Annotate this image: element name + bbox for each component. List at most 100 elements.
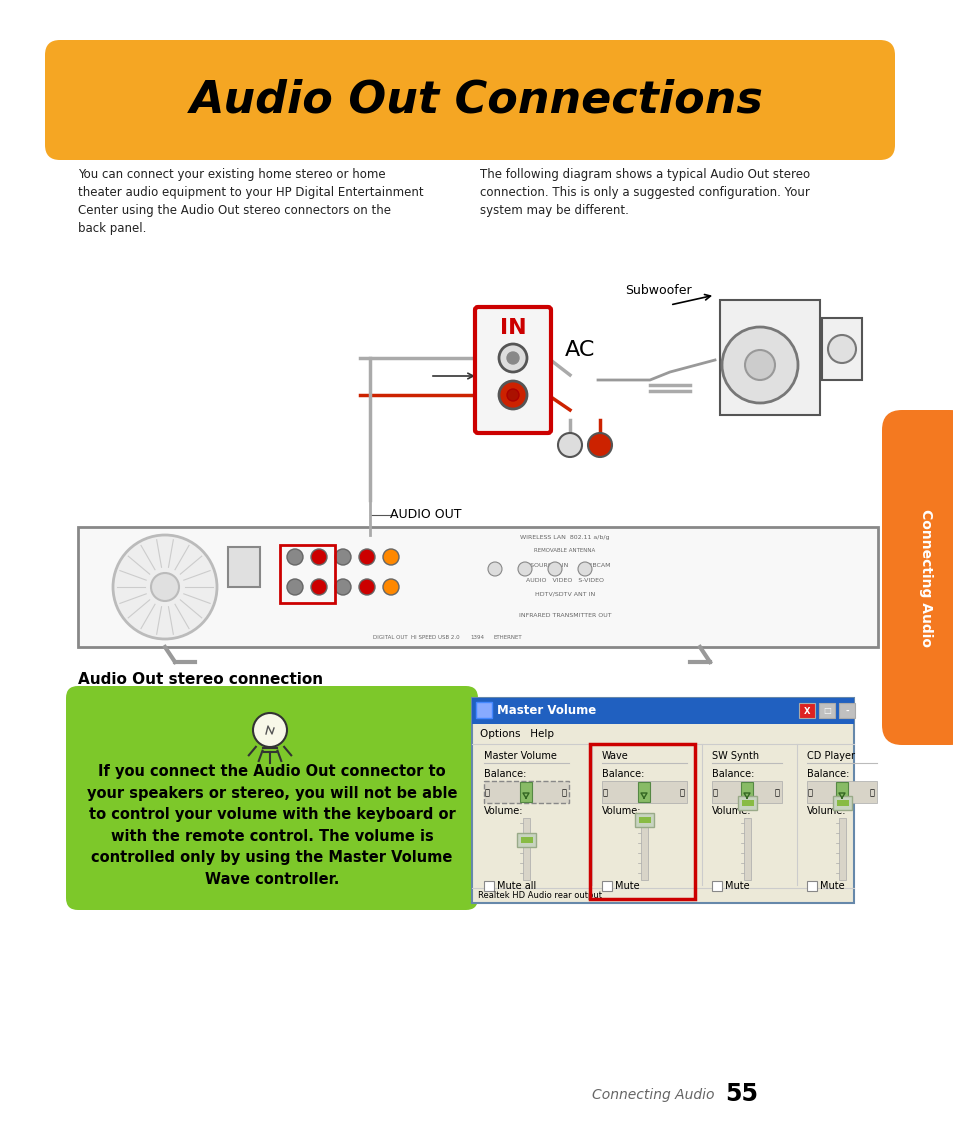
Circle shape [311, 549, 327, 565]
Circle shape [488, 562, 501, 576]
FancyBboxPatch shape [45, 40, 894, 159]
Text: The following diagram shows a typical Audio Out stereo
connection. This is only : The following diagram shows a typical Au… [479, 168, 809, 217]
Text: HI SPEED USB 2.0: HI SPEED USB 2.0 [410, 634, 458, 640]
Circle shape [498, 344, 526, 372]
Circle shape [382, 579, 398, 595]
Bar [517, 833, 536, 847]
Text: Mute: Mute [724, 882, 749, 891]
Circle shape [382, 549, 398, 565]
Bar [838, 703, 854, 718]
Text: X: X [803, 706, 809, 715]
Bar [472, 699, 853, 724]
Circle shape [506, 389, 518, 401]
Text: Volume:: Volume: [806, 806, 845, 816]
Bar [483, 780, 568, 803]
Circle shape [335, 579, 351, 595]
Circle shape [287, 549, 303, 565]
Text: Audio Out Connections: Audio Out Connections [190, 79, 763, 121]
Text: HDTV/SDTV ANT IN: HDTV/SDTV ANT IN [535, 591, 595, 596]
Circle shape [287, 579, 303, 595]
Bar [806, 780, 876, 803]
Bar [711, 780, 781, 803]
Bar [228, 547, 260, 587]
Bar [483, 882, 494, 891]
Text: Master Volume: Master Volume [497, 704, 596, 718]
Bar [476, 702, 492, 718]
Circle shape [253, 713, 287, 747]
Bar [589, 745, 695, 900]
Text: Mute all: Mute all [497, 882, 536, 891]
Bar [520, 837, 533, 843]
Text: 🔊: 🔊 [484, 788, 490, 797]
Text: ETHERNET: ETHERNET [493, 634, 521, 640]
Bar [639, 818, 650, 823]
Bar [78, 527, 877, 647]
Bar [799, 703, 814, 718]
Bar [741, 800, 753, 806]
Text: TV SOURCE   IN       WEBCAM: TV SOURCE IN WEBCAM [519, 563, 610, 568]
Circle shape [578, 562, 592, 576]
Circle shape [744, 350, 774, 380]
Text: 🔊: 🔊 [679, 788, 684, 797]
Text: Audio Out stereo connection: Audio Out stereo connection [78, 672, 323, 687]
Circle shape [558, 433, 581, 457]
Bar [472, 699, 853, 903]
Text: Connecting Audio: Connecting Audio [592, 1088, 714, 1102]
Text: 🔊: 🔊 [774, 788, 780, 797]
Text: Master Volume: Master Volume [483, 751, 557, 761]
Text: SW Synth: SW Synth [711, 751, 759, 761]
Circle shape [151, 573, 179, 601]
Circle shape [517, 562, 532, 576]
Bar [836, 800, 848, 806]
Bar [638, 782, 649, 802]
Text: REMOVABLE ANTENNA: REMOVABLE ANTENNA [534, 548, 595, 553]
Circle shape [358, 579, 375, 595]
Circle shape [547, 562, 561, 576]
Text: Volume:: Volume: [601, 806, 640, 816]
Text: Connecting Audio: Connecting Audio [918, 509, 932, 647]
Text: Balance:: Balance: [806, 769, 848, 779]
Bar [821, 318, 862, 380]
Text: 1394: 1394 [470, 634, 483, 640]
Bar [601, 882, 612, 891]
Text: INFRARED TRANSMITTER OUT: INFRARED TRANSMITTER OUT [518, 613, 611, 618]
Text: Balance:: Balance: [711, 769, 754, 779]
Text: Balance:: Balance: [483, 769, 526, 779]
Text: DIGITAL OUT: DIGITAL OUT [373, 634, 407, 640]
Text: 🔊: 🔊 [561, 788, 566, 797]
Circle shape [587, 433, 612, 457]
Text: IN: IN [499, 318, 526, 338]
Bar [711, 882, 721, 891]
Bar [806, 882, 816, 891]
Text: 55: 55 [724, 1081, 758, 1106]
Bar [838, 818, 845, 880]
Bar [522, 818, 530, 880]
Text: Options   Help: Options Help [479, 729, 554, 739]
Text: -: - [844, 706, 848, 715]
Circle shape [827, 335, 855, 363]
Bar [635, 813, 654, 827]
Circle shape [506, 351, 518, 364]
Text: Mute: Mute [615, 882, 639, 891]
Text: You can connect your existing home stereo or home
theater audio equipment to you: You can connect your existing home stere… [78, 168, 423, 235]
Bar [832, 796, 851, 810]
Text: 🔊: 🔊 [712, 788, 718, 797]
Text: Mute: Mute [820, 882, 843, 891]
Text: 🔊: 🔊 [602, 788, 607, 797]
Bar [720, 300, 820, 416]
FancyBboxPatch shape [66, 686, 477, 910]
Text: Volume:: Volume: [483, 806, 523, 816]
Text: AUDIO OUT: AUDIO OUT [390, 509, 461, 521]
Bar [640, 818, 647, 880]
Text: AC: AC [564, 340, 595, 360]
Text: Volume:: Volume: [711, 806, 751, 816]
Text: WIRELESS LAN  802.11 a/b/g: WIRELESS LAN 802.11 a/b/g [519, 535, 609, 540]
Bar [818, 703, 834, 718]
Text: AUDIO   VIDEO   S-VIDEO: AUDIO VIDEO S-VIDEO [525, 578, 603, 583]
Text: 🔊: 🔊 [807, 788, 812, 797]
FancyBboxPatch shape [475, 307, 551, 433]
Bar [743, 818, 750, 880]
Circle shape [311, 579, 327, 595]
Circle shape [335, 549, 351, 565]
Circle shape [721, 327, 797, 403]
